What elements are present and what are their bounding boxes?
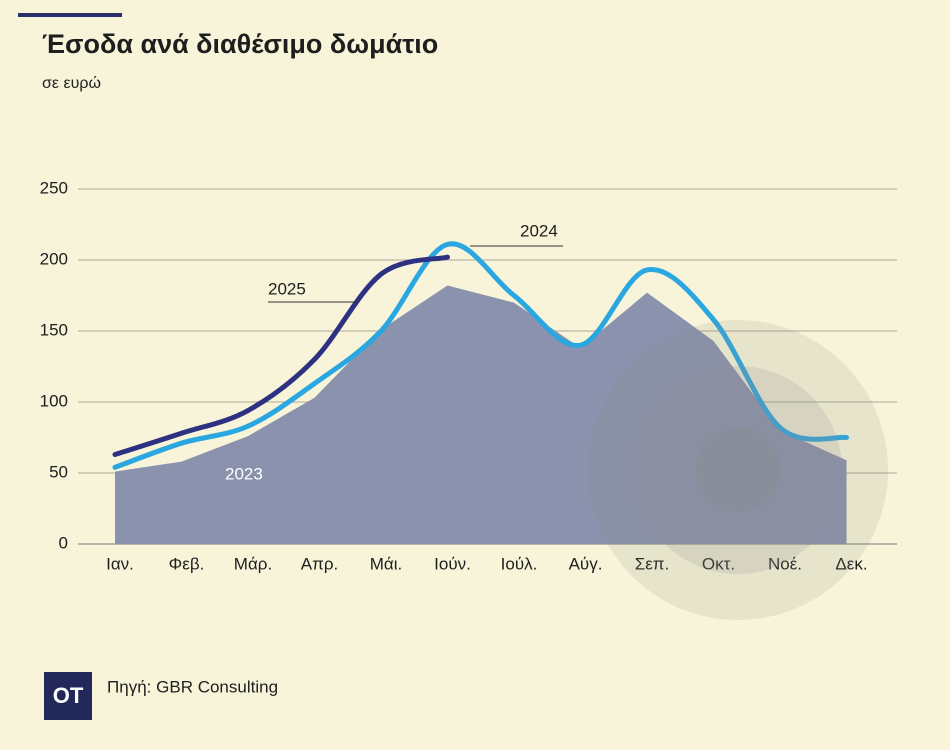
y-tick-label: 150 [40, 320, 68, 339]
logo: OT [53, 683, 84, 708]
y-tick-label: 100 [40, 391, 68, 410]
y-tick-label: 200 [40, 249, 68, 268]
plot: 0 50 100 150 200 250 Ιαν. Φεβ. Μάρ. Απρ. Μάι. Ιούν.… [40, 178, 897, 573]
y-tick-label: 250 [40, 178, 68, 197]
area [115, 285, 847, 544]
x-tick-label: Σεπ. [635, 554, 670, 573]
series-label: 2025 [268, 279, 306, 298]
decor-circle [634, 366, 842, 574]
x-tick-label: Αύγ. [569, 554, 603, 573]
line [112, 254, 450, 458]
line [112, 241, 849, 470]
source: Πηγή: GBR Consulting [107, 677, 278, 696]
chart-title: Έσοδα ανά διαθέσιμο δωμάτιο [42, 29, 438, 59]
x-tick-label: Μάι. [370, 554, 403, 573]
x-tick-label: Ιούλ. [501, 554, 538, 573]
logo-box [44, 672, 92, 720]
x-tick-label: Νοέ. [768, 554, 802, 573]
decor-circle [588, 320, 888, 620]
x-tick-label: Απρ. [301, 554, 338, 573]
x-tick-label: Μάρ. [234, 554, 272, 573]
x-tick-label: Ιούν. [434, 554, 471, 573]
series-label: 2023 [225, 464, 263, 483]
x-tick-label: Φεβ. [169, 554, 205, 573]
x-tick-label: Δεκ. [835, 554, 867, 573]
y-tick-label: 50 [49, 462, 68, 481]
y-tick-label: 0 [59, 533, 68, 552]
series-label: 2024 [520, 221, 558, 240]
chart-subtitle: σε ευρώ [42, 75, 101, 92]
x-tick-label: Ιαν. [106, 554, 134, 573]
decor-circle [696, 428, 780, 512]
x-tick-label: Οκτ. [702, 554, 735, 573]
